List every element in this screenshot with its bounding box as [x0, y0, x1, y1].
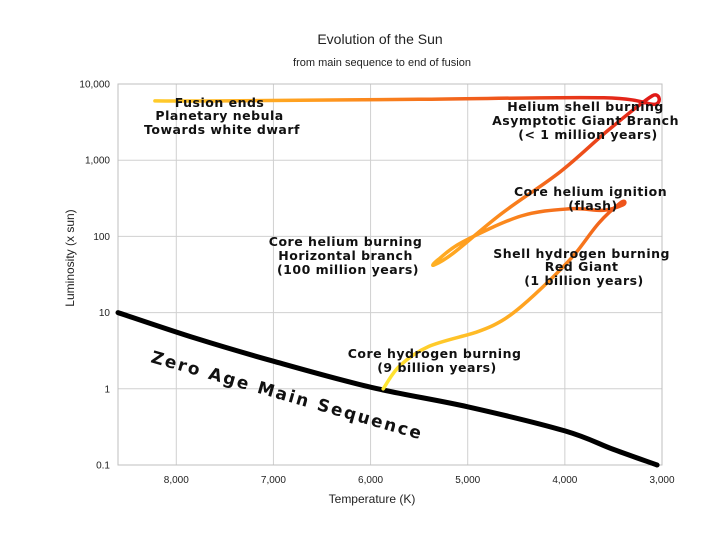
y-tick-label: 10 — [99, 308, 111, 319]
x-axis-label: Temperature (K) — [329, 492, 416, 506]
y-axis-label: Luminosity (x sun) — [63, 209, 77, 306]
chart-subtitle: from main sequence to end of fusion — [293, 57, 471, 69]
annotation-helium-flash: Core helium ignition (flash) — [514, 184, 672, 213]
annotation-horizontal-branch: Core helium burning Horizontal branch (1… — [269, 234, 427, 277]
y-tick-label: 10,000 — [79, 80, 110, 91]
x-tick-label: 3,000 — [649, 475, 674, 486]
annotation-red-giant: Shell hydrogen burning Red Giant (1 bill… — [493, 246, 675, 288]
x-tick-labels: 8,000 7,000 6,000 5,000 4,000 3,000 — [164, 475, 675, 486]
annotation-core-hydrogen: Core hydrogen burning (9 billion years) — [348, 346, 527, 375]
zams-series-line — [115, 310, 660, 468]
x-tick-label: 5,000 — [455, 475, 480, 486]
plot-frame — [117, 83, 663, 466]
evolution-track-line — [153, 93, 661, 391]
y-tick-label: 100 — [93, 232, 110, 243]
y-tick-label: 1 — [104, 384, 110, 395]
annotation-fusion-ends: Fusion ends Planetary nebula Towards whi… — [144, 95, 300, 137]
x-tick-label: 8,000 — [164, 475, 189, 486]
chart-title: Evolution of the Sun — [317, 31, 442, 47]
y-tick-label: 0.1 — [96, 461, 110, 472]
annotation-agb: Helium shell burning Asymptotic Giant Br… — [492, 99, 684, 142]
x-tick-label: 6,000 — [358, 475, 383, 486]
x-tick-label: 7,000 — [261, 475, 286, 486]
y-tick-labels: 10,000 1,000 100 10 1 0.1 — [79, 80, 110, 472]
x-tick-label: 4,000 — [552, 475, 577, 486]
y-tick-label: 1,000 — [85, 156, 110, 167]
